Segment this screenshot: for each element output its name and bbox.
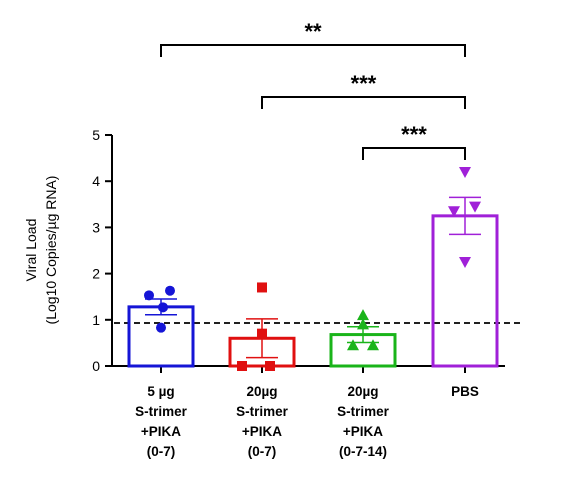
data-point <box>459 166 471 178</box>
category-label: PBS <box>451 384 479 399</box>
category-label: (0-7) <box>147 444 176 459</box>
data-point <box>459 257 471 269</box>
labels-layer: 5 µg S-trimer +PIKA (0-7) 20µg S-trimer +PIKA (… <box>135 384 479 459</box>
data-point <box>165 285 175 296</box>
data-point <box>448 206 460 218</box>
category-label: 20µg <box>246 384 277 399</box>
points-layer <box>144 166 481 371</box>
data-point <box>144 290 154 301</box>
significance-bracket <box>261 96 466 109</box>
category-label: S-trimer <box>135 404 188 419</box>
category-label: 5 µg <box>147 384 174 399</box>
significance-stars: *** <box>351 71 377 96</box>
category-label: +PIKA <box>141 424 181 439</box>
data-point <box>357 309 369 321</box>
data-point <box>158 302 168 313</box>
category-label: +PIKA <box>242 424 282 439</box>
significance-stars: ** <box>304 19 322 44</box>
category-label: (0-7-14) <box>339 444 387 459</box>
y-axis-title: (Log10 Copies/µg RNA) <box>43 176 59 325</box>
category-label: S-trimer <box>236 404 289 419</box>
y-axis-title: Viral Load <box>23 219 39 282</box>
bars-layer <box>127 196 499 368</box>
y-tick-label: 0 <box>92 358 100 374</box>
category-label: S-trimer <box>337 404 390 419</box>
category-label: +PIKA <box>343 424 383 439</box>
y-tick-label: 3 <box>92 219 100 235</box>
y-tick-label: 4 <box>92 173 100 189</box>
bar <box>127 305 195 368</box>
data-point <box>347 339 359 351</box>
data-point <box>367 339 379 351</box>
y-tick-label: 5 <box>92 127 100 143</box>
category-label: (0-7) <box>248 444 277 459</box>
data-point <box>257 328 267 339</box>
data-point <box>357 318 369 330</box>
data-point <box>257 282 267 293</box>
data-point <box>469 201 481 213</box>
significance-layer: ******** <box>160 19 466 160</box>
category-label: 20µg <box>347 384 378 399</box>
data-point <box>237 361 247 371</box>
y-tick-label: 1 <box>92 312 100 328</box>
data-point <box>156 322 166 333</box>
significance-bracket <box>362 147 466 160</box>
significance-bracket <box>160 44 466 57</box>
significance-stars: *** <box>401 122 427 147</box>
data-point <box>265 361 275 371</box>
y-tick-label: 2 <box>92 266 100 282</box>
bar <box>431 214 499 368</box>
